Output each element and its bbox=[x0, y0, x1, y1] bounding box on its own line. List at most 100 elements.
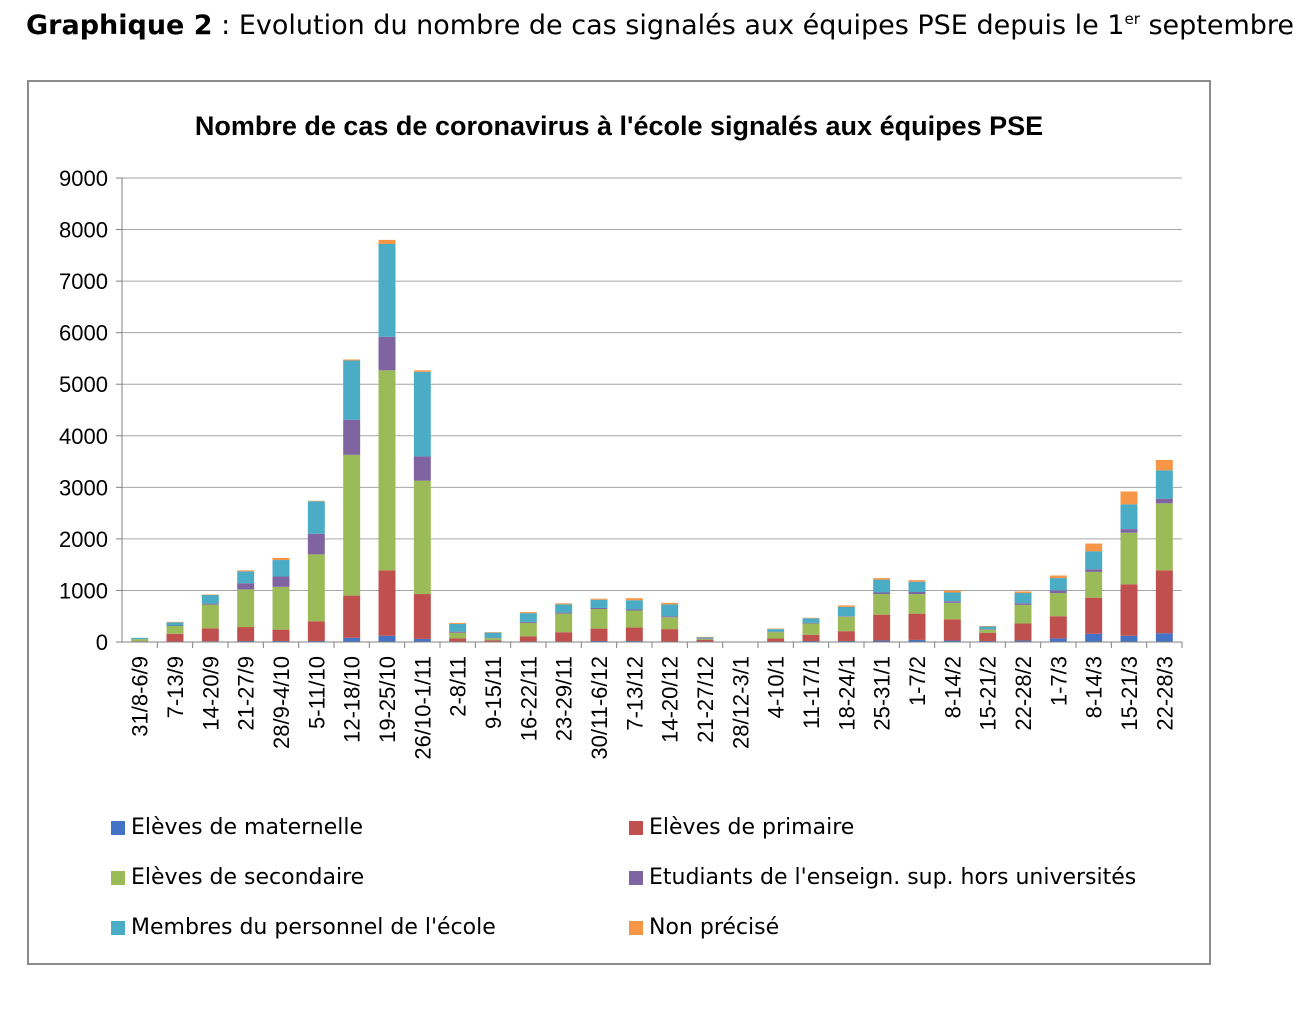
bar-segment bbox=[1120, 635, 1138, 642]
legend-item: Etudiants de l'enseign. sup. hors univer… bbox=[629, 865, 1136, 890]
bar-segment bbox=[802, 618, 820, 623]
bar-segment bbox=[696, 638, 714, 639]
bar-segment bbox=[449, 622, 467, 624]
x-tick-label: 1-7/3 bbox=[1046, 656, 1071, 706]
bar-segment bbox=[378, 370, 396, 571]
bar-segment bbox=[272, 586, 290, 630]
bar-segment bbox=[1155, 633, 1173, 642]
legend-label: Elèves de maternelle bbox=[131, 815, 364, 840]
bar-segment bbox=[272, 557, 290, 561]
x-tick-label: 12-18/10 bbox=[340, 656, 365, 743]
bar-segment bbox=[696, 637, 714, 639]
legend-swatch bbox=[629, 870, 643, 885]
bar-segment bbox=[1014, 623, 1032, 641]
x-tick-label: 11-17/1 bbox=[799, 656, 824, 729]
bar-segment bbox=[555, 632, 573, 642]
bar-segment bbox=[378, 243, 396, 337]
bar-segment bbox=[1120, 584, 1138, 636]
bar-segment bbox=[1085, 633, 1103, 642]
caption-superscript: er bbox=[1124, 10, 1140, 28]
bar-segment bbox=[943, 619, 961, 641]
bar-segment bbox=[449, 623, 467, 632]
bar-segment bbox=[873, 578, 891, 580]
x-tick-label: 31/8-6/9 bbox=[128, 656, 153, 737]
bar-segment bbox=[413, 371, 431, 457]
chart-plot: Nombre de cas de coronavirus à l'école s… bbox=[59, 111, 1183, 760]
x-tick-label: 26/10-1/11 bbox=[410, 656, 435, 760]
bar-segment bbox=[837, 616, 855, 617]
bar-segment bbox=[201, 603, 219, 605]
bar-segment bbox=[979, 626, 997, 630]
bar-segment bbox=[590, 609, 608, 629]
bar-segment bbox=[449, 631, 467, 633]
bar-segment bbox=[378, 635, 396, 642]
bar-segment bbox=[519, 636, 537, 642]
bar-segment bbox=[1120, 504, 1138, 530]
caption-suffix: septembre bbox=[1139, 10, 1295, 41]
bar-segment bbox=[1049, 578, 1067, 591]
bar-segment bbox=[837, 631, 855, 641]
legend-item: Elèves de primaire bbox=[629, 815, 854, 840]
bar-segment bbox=[201, 594, 219, 604]
y-tick-label: 6000 bbox=[59, 321, 108, 346]
bar-segment bbox=[767, 629, 785, 632]
y-tick-label: 8000 bbox=[59, 218, 108, 243]
bar-segment bbox=[661, 617, 679, 630]
bar-segment bbox=[413, 480, 431, 595]
bar-segment bbox=[307, 501, 325, 534]
bar-segment bbox=[590, 640, 608, 642]
bar-segment bbox=[413, 594, 431, 639]
bar-segment bbox=[943, 590, 961, 593]
bar-segment bbox=[378, 336, 396, 371]
bar-segment bbox=[590, 598, 608, 600]
x-tick-label: 30/11-6/12 bbox=[587, 656, 612, 760]
y-tick-label: 4000 bbox=[59, 424, 108, 449]
bar-segment bbox=[519, 612, 537, 614]
x-tick-label: 23-29/11 bbox=[552, 656, 577, 741]
bar-segment bbox=[837, 616, 855, 632]
legend-label: Etudiants de l'enseign. sup. hors univer… bbox=[649, 865, 1137, 890]
bars bbox=[131, 239, 1173, 643]
bar-segment bbox=[237, 640, 255, 642]
bar-segment bbox=[908, 613, 926, 640]
bar-segment bbox=[873, 592, 891, 595]
bar-segment bbox=[484, 640, 502, 642]
bar-segment bbox=[767, 628, 785, 630]
bar-segment bbox=[343, 637, 361, 642]
bar-segment bbox=[767, 632, 785, 639]
bar-segment bbox=[484, 632, 502, 638]
bar-segment bbox=[1014, 593, 1032, 604]
bar-segment bbox=[1155, 570, 1173, 634]
bar-segment bbox=[307, 533, 325, 555]
x-tick-label: 15-21/2 bbox=[976, 656, 1001, 731]
bar-segment bbox=[802, 622, 820, 624]
bar-segment bbox=[343, 595, 361, 638]
bar-segment bbox=[519, 622, 537, 637]
bar-segment bbox=[413, 456, 431, 481]
bar-segment bbox=[1049, 593, 1067, 617]
x-tick-label: 8-14/3 bbox=[1082, 656, 1107, 718]
bar-segment bbox=[307, 500, 325, 502]
bar-segment bbox=[166, 621, 184, 623]
x-tick-label: 5-11/10 bbox=[304, 656, 329, 729]
x-tick-label: 16-22/11 bbox=[516, 656, 541, 741]
bar-segment bbox=[201, 604, 219, 629]
bar-segment bbox=[1120, 491, 1138, 505]
bar-segment bbox=[696, 636, 714, 638]
caption-label: Graphique 2 bbox=[26, 10, 213, 41]
bar-segment bbox=[272, 560, 290, 577]
gridlines bbox=[122, 177, 1182, 591]
bar-segment bbox=[625, 640, 643, 642]
bar-segment bbox=[1085, 597, 1103, 634]
y-tick-label: 7000 bbox=[59, 269, 108, 294]
bar-segment bbox=[661, 616, 679, 618]
bar-segment bbox=[166, 626, 184, 634]
legend-label: Elèves de secondaire bbox=[131, 865, 365, 890]
legend-swatch bbox=[111, 870, 125, 885]
bar-segment bbox=[661, 629, 679, 642]
bar-segment bbox=[519, 621, 537, 623]
x-tick-label: 22-28/2 bbox=[1011, 656, 1036, 731]
bar-segment bbox=[661, 604, 679, 617]
x-tick-label: 4-10/1 bbox=[764, 656, 789, 718]
bar-segment bbox=[590, 599, 608, 608]
